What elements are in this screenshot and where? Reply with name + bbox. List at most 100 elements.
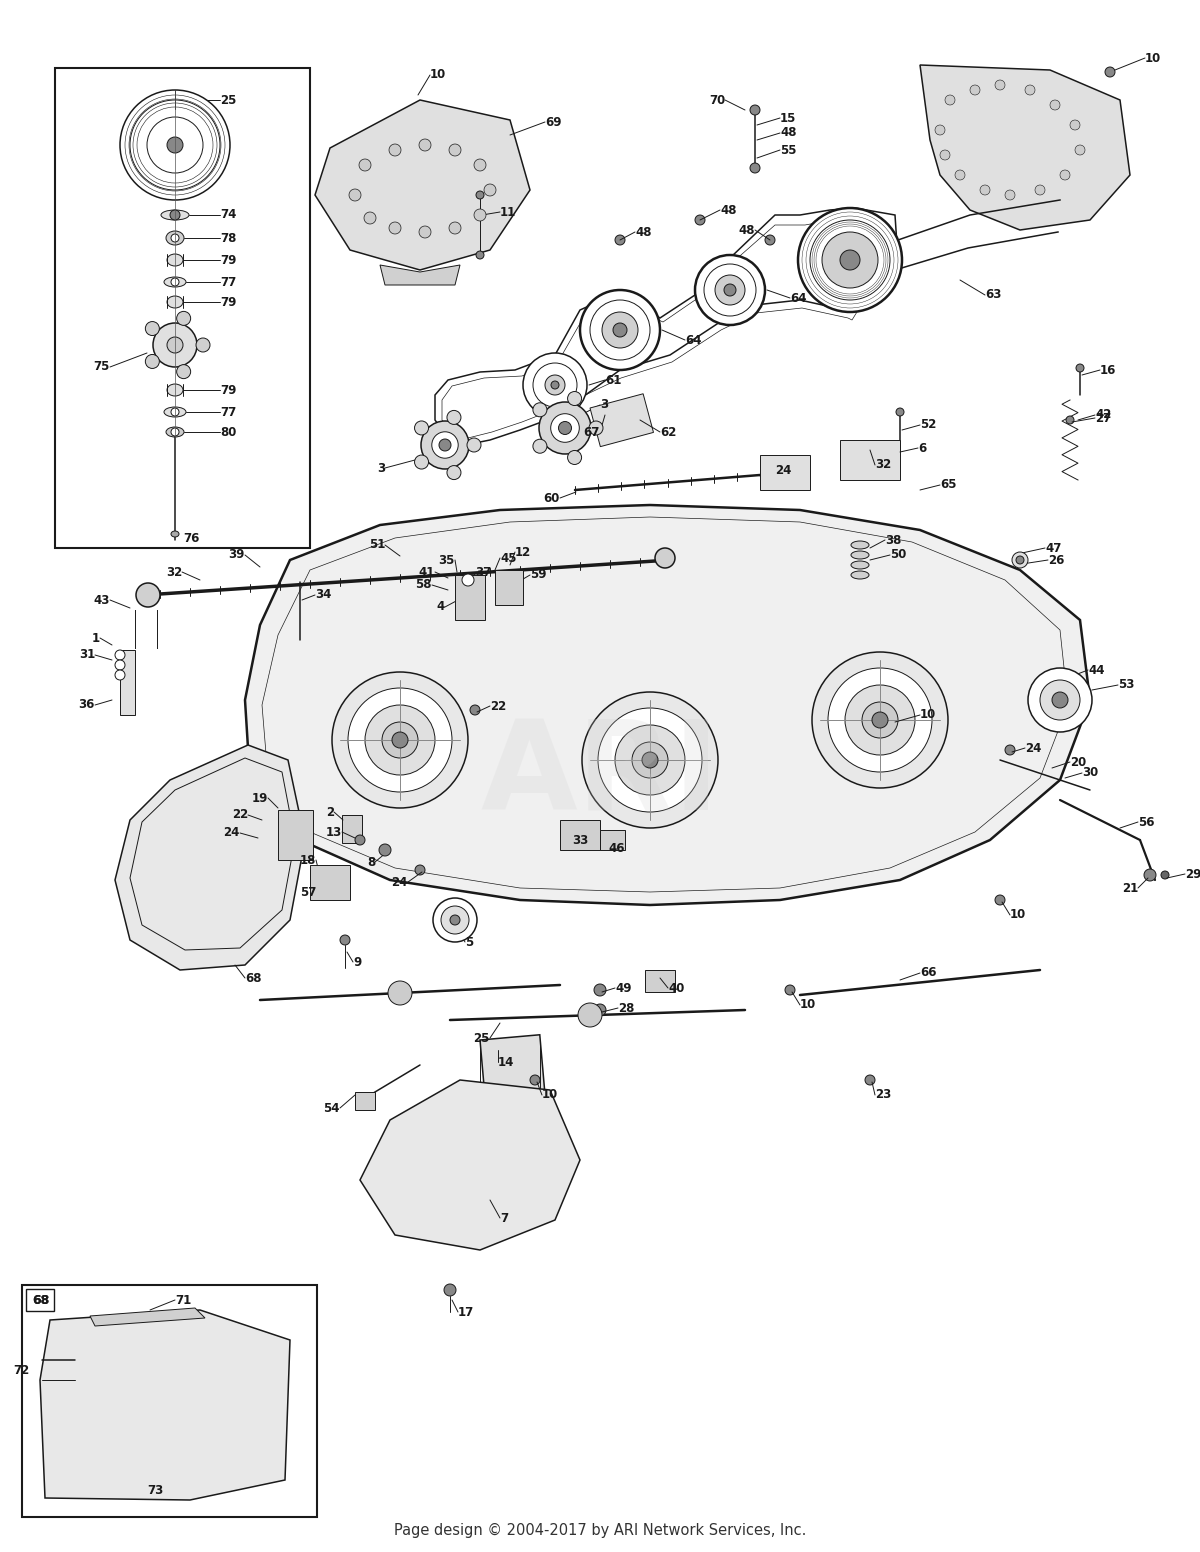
Circle shape (896, 408, 904, 416)
Text: 64: 64 (685, 334, 702, 346)
Text: 31: 31 (79, 649, 95, 661)
Text: 53: 53 (1118, 678, 1134, 692)
Text: 37: 37 (475, 566, 491, 579)
Circle shape (810, 220, 890, 300)
Circle shape (704, 264, 756, 317)
Circle shape (136, 584, 160, 607)
Ellipse shape (166, 231, 184, 245)
Bar (560, 819, 600, 850)
Text: 27: 27 (1096, 411, 1111, 425)
Circle shape (1076, 365, 1084, 372)
Text: 77: 77 (220, 405, 236, 419)
Circle shape (1066, 416, 1074, 424)
Circle shape (695, 216, 706, 225)
Bar (310, 864, 350, 900)
Ellipse shape (167, 255, 182, 265)
Text: 55: 55 (780, 143, 797, 157)
Circle shape (568, 450, 582, 464)
Bar (26, 1290, 54, 1311)
Bar (342, 815, 362, 843)
Circle shape (419, 227, 431, 237)
Circle shape (145, 321, 160, 335)
Text: 71: 71 (175, 1293, 191, 1307)
Text: 22: 22 (232, 809, 248, 821)
Text: 21: 21 (1122, 882, 1138, 894)
Circle shape (166, 92, 184, 109)
Text: 64: 64 (790, 292, 806, 304)
Text: 48: 48 (720, 203, 737, 216)
Circle shape (580, 290, 660, 369)
Text: 19: 19 (252, 792, 268, 804)
Text: 41: 41 (419, 565, 436, 579)
Text: 79: 79 (220, 295, 236, 309)
Ellipse shape (167, 296, 182, 307)
Circle shape (349, 189, 361, 202)
Circle shape (476, 251, 484, 259)
Circle shape (872, 712, 888, 728)
Ellipse shape (167, 383, 182, 396)
Text: 39: 39 (229, 548, 245, 562)
Circle shape (389, 222, 401, 234)
Text: 24: 24 (223, 827, 240, 840)
Circle shape (415, 864, 425, 875)
Text: 2: 2 (326, 805, 334, 818)
Circle shape (558, 422, 571, 435)
Circle shape (148, 116, 203, 172)
Circle shape (935, 126, 946, 135)
Circle shape (1144, 869, 1156, 882)
Circle shape (970, 85, 980, 95)
Circle shape (533, 439, 547, 453)
Text: 13: 13 (325, 826, 342, 838)
Bar (455, 574, 485, 619)
Text: Page design © 2004-2017 by ARI Network Services, Inc.: Page design © 2004-2017 by ARI Network S… (394, 1523, 806, 1538)
Text: 10: 10 (1145, 51, 1162, 65)
Text: 65: 65 (940, 478, 956, 492)
Polygon shape (115, 745, 305, 970)
Text: 5: 5 (466, 936, 473, 948)
Bar (646, 970, 674, 992)
Text: 29: 29 (1186, 868, 1200, 880)
Text: 69: 69 (545, 115, 562, 129)
Bar (496, 570, 523, 605)
Circle shape (594, 984, 606, 996)
Circle shape (862, 702, 898, 739)
Circle shape (1060, 171, 1070, 180)
Text: 7: 7 (500, 1212, 508, 1225)
Circle shape (539, 402, 592, 455)
Bar (278, 810, 313, 860)
Text: 80: 80 (220, 425, 236, 439)
Circle shape (766, 234, 775, 245)
Circle shape (392, 733, 408, 748)
Circle shape (955, 171, 965, 180)
Circle shape (382, 722, 418, 757)
Text: 16: 16 (1100, 363, 1116, 377)
Circle shape (176, 312, 191, 326)
Text: 18: 18 (300, 854, 316, 866)
Text: 48: 48 (738, 223, 755, 236)
Circle shape (582, 692, 718, 829)
Circle shape (332, 672, 468, 809)
Bar (55, 68, 310, 548)
Text: 24: 24 (391, 875, 408, 888)
Circle shape (467, 438, 481, 452)
Circle shape (172, 234, 179, 242)
Circle shape (551, 380, 559, 390)
Circle shape (1034, 185, 1045, 196)
Ellipse shape (851, 571, 869, 579)
Bar (840, 441, 900, 480)
Text: 17: 17 (458, 1305, 474, 1319)
Circle shape (167, 137, 182, 154)
Text: 42: 42 (1096, 408, 1111, 422)
Polygon shape (245, 504, 1090, 905)
Ellipse shape (166, 427, 184, 438)
Circle shape (364, 213, 376, 223)
Text: 44: 44 (1088, 664, 1104, 677)
Bar (590, 394, 654, 447)
Circle shape (1025, 85, 1034, 95)
Text: 72: 72 (13, 1364, 30, 1377)
Text: 67: 67 (583, 425, 600, 439)
Text: 46: 46 (608, 841, 624, 855)
Text: 24: 24 (775, 464, 791, 476)
Circle shape (724, 284, 736, 296)
Text: 10: 10 (1010, 908, 1026, 922)
